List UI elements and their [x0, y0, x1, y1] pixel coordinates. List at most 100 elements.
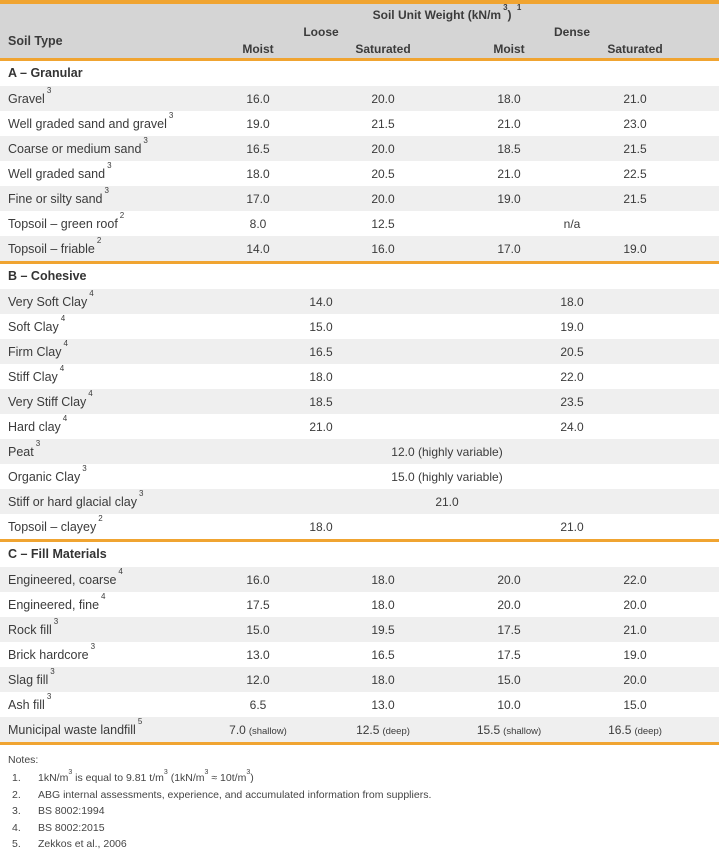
value-cell: 15.0 (highly variable) [196, 470, 719, 484]
cell-value: 6.5 [249, 697, 267, 712]
value-cell: 12.0 [196, 673, 320, 687]
table-title-text: Soil Unit Weight (kN/m [372, 8, 502, 22]
unit-exponent: 3 [163, 768, 168, 776]
note-ref: 4 [89, 289, 94, 299]
table-header: Soil Unit Weight (kN/m3) 1 Soil Type Loo… [0, 4, 719, 58]
table-row: Brick hardcore3 13.0 16.5 17.5 19.0 [0, 642, 719, 667]
note-number: 3. [12, 805, 21, 817]
value-cell: 20.0 [320, 192, 446, 206]
value-cell: 23.0 [572, 117, 719, 131]
value-cell: 21.0 [446, 520, 719, 534]
cell-value: 18.0 [371, 672, 395, 687]
table-body: A – Granular Gravel3 16.0 20.0 18.0 21.0 Well … [0, 61, 719, 745]
cell-value: 22.0 [623, 572, 647, 587]
value-cell: 15.0 [196, 320, 446, 334]
note-ref: 4 [88, 389, 93, 399]
soil-type-label: Organic Clay [8, 469, 81, 484]
note-ref: 3 [46, 692, 52, 702]
table-row: Stiff Clay4 18.0 22.0 [0, 364, 719, 389]
value-cell: 13.0 [320, 698, 446, 712]
value-cell: 18.0 [196, 370, 446, 384]
column-header-dense-saturated: Saturated [607, 42, 663, 56]
cell-value: 18.0 [309, 519, 333, 534]
table-row: Rock fill3 15.0 19.5 17.5 21.0 [0, 617, 719, 642]
table-row: Slag fill3 12.0 18.0 15.0 20.0 [0, 667, 719, 692]
value-cell: 15.5 (shallow) [446, 723, 572, 737]
table-top-border [0, 0, 719, 4]
cell-qualifier: (shallow) [248, 725, 287, 737]
value-cell: 15.0 [196, 623, 320, 637]
value-cell: 17.5 [196, 598, 320, 612]
value-cell: 21.0 [572, 92, 719, 106]
cell-value: 14.0 [309, 294, 333, 309]
value-cell: 19.0 [196, 117, 320, 131]
cell-value: 17.5 [497, 622, 521, 637]
value-cell: 21.0 [572, 623, 719, 637]
section-divider [0, 539, 719, 542]
column-group-dense: Dense [553, 25, 591, 39]
value-cell: 23.5 [446, 395, 719, 409]
cell-value: 15.0 (highly variable) [391, 469, 503, 484]
soil-type-cell: Engineered, fine4 [0, 593, 196, 612]
soil-type-cell: Municipal waste landfill5 [0, 718, 196, 737]
cell-value: 12.5 [356, 722, 380, 737]
note-item: 5. Zekkos et al., 2006 [8, 836, 711, 850]
table-row: Organic Clay3 15.0 (highly variable) [0, 464, 719, 489]
column-group-loose: Loose [303, 25, 339, 39]
note-ref: 3 [107, 161, 112, 171]
soil-type-label: Rock fill [8, 622, 52, 637]
value-cell: 19.0 [572, 648, 719, 662]
value-cell: 12.0 (highly variable) [196, 445, 719, 459]
cell-value: 21.5 [371, 116, 395, 131]
value-cell: 16.0 [196, 92, 320, 106]
note-ref: 4 [59, 364, 65, 374]
note-ref: 3 [50, 667, 55, 677]
value-cell: 18.0 [196, 520, 446, 534]
cell-value: 15.0 [309, 319, 333, 334]
cell-value: 23.5 [560, 394, 584, 409]
soil-type-cell: Stiff Clay4 [0, 365, 196, 384]
note-text: BS 8002:2015 [38, 821, 105, 834]
cell-value: 13.0 [246, 647, 270, 662]
soil-type-cell: Engineered, coarse4 [0, 568, 196, 587]
header-divider [0, 58, 719, 61]
note-ref: 4 [62, 414, 68, 424]
soil-type-label: Stiff or hard glacial clay [8, 494, 137, 509]
soil-type-cell: Slag fill3 [0, 668, 196, 687]
cell-value: 18.0 [246, 166, 270, 181]
note-ref: 1 [516, 3, 522, 12]
cell-value: 20.0 [371, 191, 395, 206]
soil-type-cell: Topsoil – green roof2 [0, 212, 196, 231]
soil-type-cell: Soft Clay4 [0, 315, 196, 334]
soil-type-label: Hard clay [8, 419, 61, 434]
note-ref: 3 [46, 86, 52, 96]
column-header-dense-moist: Moist [493, 42, 525, 56]
value-cell: 20.0 [320, 142, 446, 156]
soil-type-label: Peat [8, 444, 34, 459]
value-cell: 20.0 [572, 598, 719, 612]
soil-type-cell: Stiff or hard glacial clay3 [0, 490, 196, 509]
note-ref: 5 [137, 717, 143, 727]
value-cell: 17.0 [446, 242, 572, 256]
table-row: Very Stiff Clay4 18.5 23.5 [0, 389, 719, 414]
cell-value: 20.5 [560, 344, 584, 359]
soil-type-label: Coarse or medium sand [8, 141, 142, 156]
value-cell: 20.5 [446, 345, 719, 359]
cell-value: 17.0 [246, 191, 270, 206]
note-item: 1. 1kN/m3 is equal to 9.81 t/m3 (1kN/m3 ≈… [8, 768, 711, 787]
table-row: Engineered, coarse4 16.0 18.0 20.0 22.0 [0, 567, 719, 592]
cell-qualifier: (shallow) [503, 725, 542, 737]
cell-value: 21.5 [623, 191, 647, 206]
cell-value: 18.0 [497, 91, 521, 106]
note-ref: 2 [119, 211, 125, 221]
value-cell: 18.0 [320, 573, 446, 587]
value-cell: 19.0 [572, 242, 719, 256]
cell-value: 20.0 [623, 672, 647, 687]
unit-exponent: 3 [246, 768, 251, 776]
table-title: Soil Unit Weight (kN/m3) 1 [196, 4, 719, 24]
soil-type-label: Engineered, fine [8, 597, 100, 612]
value-cell: 15.0 [446, 673, 572, 687]
soil-type-label: Well graded sand and gravel [8, 116, 167, 131]
soil-type-cell: Organic Clay3 [0, 465, 196, 484]
cell-value: 16.5 [309, 344, 333, 359]
